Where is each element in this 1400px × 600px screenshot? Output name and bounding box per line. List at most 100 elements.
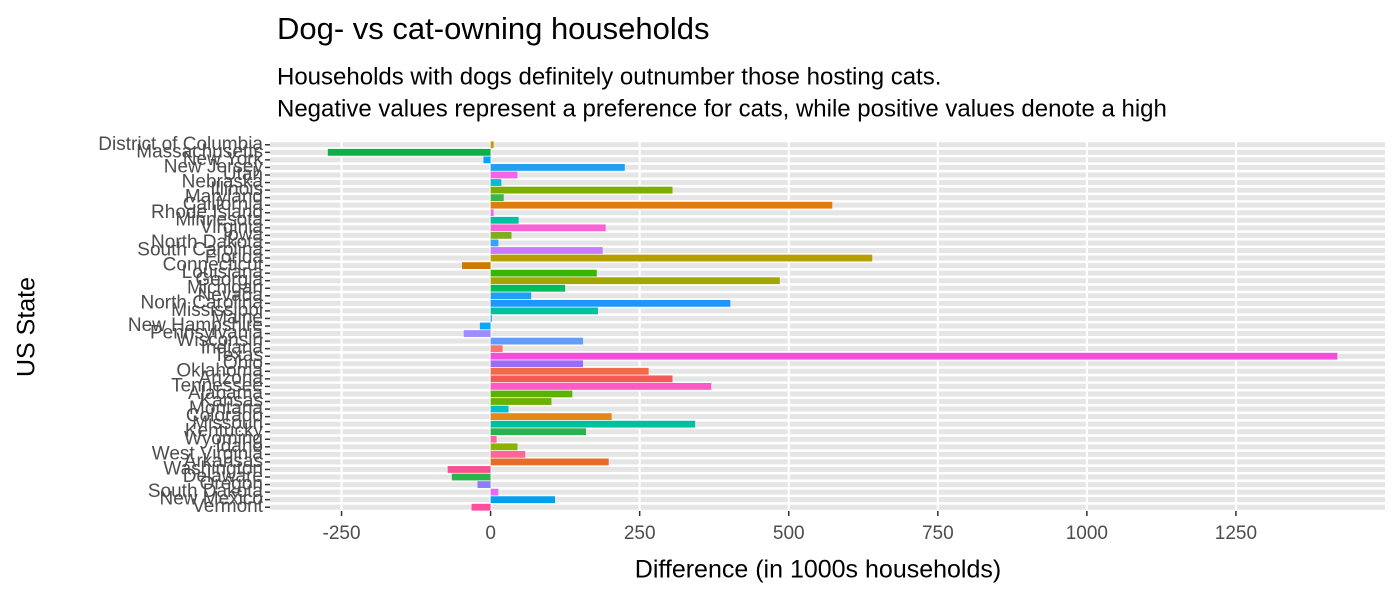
x-tick-label: 1000: [1066, 523, 1108, 544]
bar: [463, 330, 491, 337]
y-tick-label: Nebraska: [182, 172, 264, 193]
bar: [490, 367, 649, 375]
y-tick-label: Rhode Island: [151, 202, 263, 223]
x-tick-label: 750: [922, 523, 954, 544]
bar: [327, 148, 491, 156]
y-tick-label: North Carolina: [141, 292, 264, 313]
x-tick-label: 0: [485, 523, 496, 544]
bar: [490, 488, 499, 496]
y-tick-label: Oklahoma: [176, 360, 263, 381]
bar: [490, 269, 597, 277]
bar: [490, 216, 519, 224]
y-tick-label: District of Columbia: [98, 134, 263, 155]
x-tick-label: 250: [624, 523, 656, 544]
y-tick-label: West Virginia: [152, 443, 264, 464]
y-tick-label: Washington: [163, 458, 263, 479]
y-tick-label: Kansas: [200, 391, 263, 412]
y-tick-label: Montana: [189, 398, 263, 419]
y-tick-label: Delaware: [183, 466, 263, 487]
bar: [479, 322, 491, 330]
bar: [490, 179, 502, 186]
bar: [490, 413, 612, 421]
y-tick-label: South Carolina: [137, 240, 263, 261]
y-tick-label: Michigan: [187, 277, 263, 298]
y-tick-label: Arizona: [199, 368, 264, 389]
bar: [461, 262, 491, 269]
y-tick-label: Louisiana: [182, 262, 264, 283]
y-tick-label: Maryland: [185, 187, 263, 208]
y-tick-label: Vermont: [192, 496, 263, 517]
y-tick-label: Florida: [205, 247, 264, 268]
bar: [471, 503, 491, 511]
bar: [490, 428, 587, 436]
bar: [490, 450, 526, 458]
y-tick-label: Virginia: [200, 217, 263, 238]
bar: [490, 141, 494, 149]
y-tick-label: Connecticut: [163, 255, 264, 276]
bar: [490, 315, 492, 322]
bar: [490, 186, 673, 194]
chart-subtitle: Negative values represent a preference f…: [277, 95, 1167, 122]
bar: [490, 352, 1338, 360]
bar: [451, 473, 491, 481]
bar: [490, 171, 518, 179]
bar: [447, 466, 491, 473]
y-tick-label: New York: [183, 149, 264, 170]
bar: [490, 194, 504, 202]
y-tick-label: Indiana: [201, 338, 264, 359]
bar: [490, 209, 494, 217]
y-tick-label: Mississippi: [171, 300, 263, 321]
bar: [490, 239, 499, 247]
bar: [490, 405, 509, 413]
y-tick-label: Wisconsin: [176, 330, 263, 351]
y-tick-label: Georgia: [195, 270, 263, 291]
y-tick-label: Utah: [223, 164, 263, 185]
y-tick-label: North Dakota: [151, 232, 263, 253]
y-tick-label: New Mexico: [160, 489, 263, 510]
y-tick-label: South Dakota: [148, 481, 264, 502]
bar: [490, 231, 512, 239]
chart-title: Dog- vs cat-owning households: [277, 11, 710, 46]
bar: [490, 292, 532, 300]
bar: [490, 277, 780, 285]
bar: [490, 443, 518, 451]
x-axis-title: Difference (in 1000s households): [635, 556, 1001, 584]
y-tick-label: Oregon: [200, 474, 263, 495]
y-tick-label: Alabama: [188, 383, 263, 404]
bar: [477, 481, 491, 488]
y-tick-label: Minnesota: [175, 209, 263, 230]
y-tick-label: Idaho: [215, 436, 263, 457]
y-tick-label: New Jersey: [164, 156, 264, 177]
bar: [490, 383, 712, 390]
bar: [490, 337, 584, 345]
y-tick-label: Massachusetts: [136, 141, 263, 162]
y-tick-label: Iowa: [223, 224, 264, 245]
x-tick-label: -250: [323, 523, 361, 544]
x-tick-label: 1250: [1215, 523, 1257, 544]
bar: [490, 164, 625, 171]
y-tick-label: Nevada: [198, 285, 264, 306]
bar: [490, 254, 873, 262]
bar: [490, 224, 606, 232]
bar: [490, 398, 552, 405]
y-axis-title: US State: [13, 277, 41, 377]
y-tick-label: Arkansas: [184, 451, 263, 472]
bar: [490, 360, 584, 368]
chart-subtitle: Households with dogs definitely outnumbe…: [277, 63, 941, 90]
y-tick-label: Colorado: [186, 406, 263, 427]
bar: [490, 307, 598, 315]
y-tick-label: Illinois: [210, 179, 263, 200]
x-tick-label: 500: [773, 523, 805, 544]
y-tick-label: California: [183, 194, 264, 215]
bar: [490, 345, 503, 353]
y-tick-label: Pennsylvania: [150, 323, 263, 344]
bar: [490, 201, 833, 209]
y-tick-label: Tennessee: [171, 375, 263, 396]
bar: [483, 156, 491, 164]
bar: [490, 496, 556, 504]
y-tick-label: Missouri: [192, 413, 263, 434]
bar: [490, 247, 603, 254]
bar: [490, 299, 731, 307]
